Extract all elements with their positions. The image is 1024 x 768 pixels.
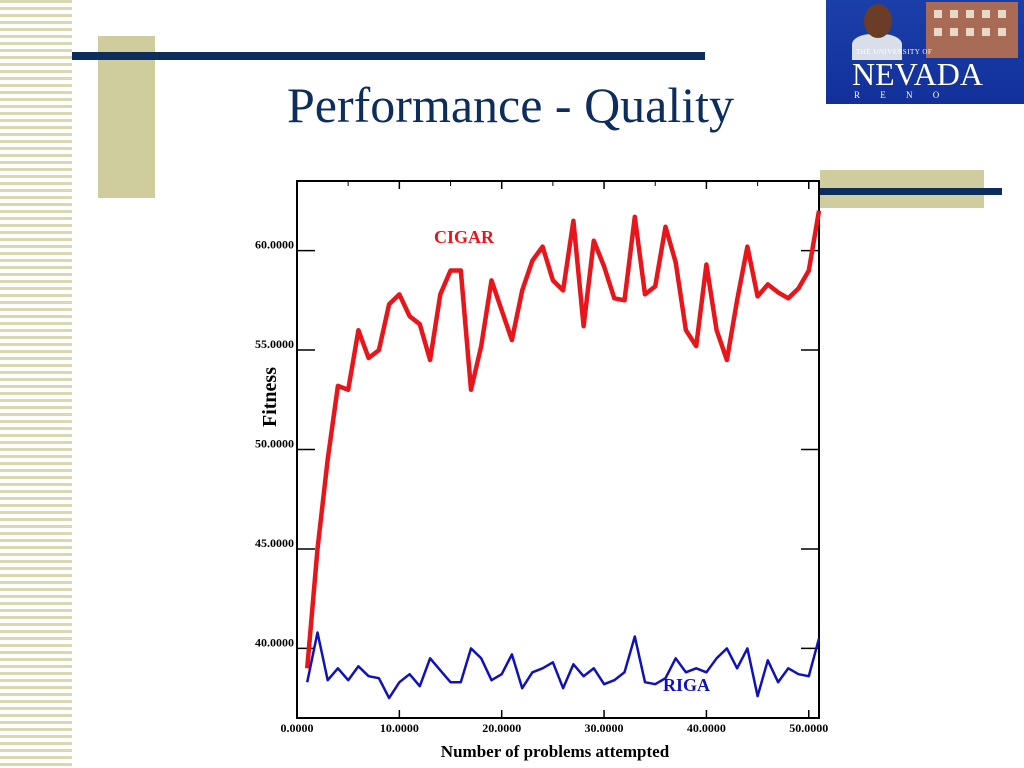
x-tick-label: 10.0000 <box>380 721 419 735</box>
slide-title: Performance - Quality <box>287 77 735 133</box>
x-tick-label: 30.0000 <box>585 721 624 735</box>
y-tick-label: 50.0000 <box>255 437 294 451</box>
building-image <box>926 2 1018 58</box>
cigar-line <box>304 210 822 669</box>
x-tick-label: 40.0000 <box>687 721 726 735</box>
logo-nevada: NEVADA <box>852 56 983 92</box>
y-tick-label: 45.0000 <box>255 536 294 550</box>
logo-reno: R E N O <box>854 90 949 100</box>
y-tick-label: 55.0000 <box>255 337 294 351</box>
left-stripe-decoration <box>0 0 72 768</box>
cigar-label: CIGAR <box>434 227 495 247</box>
y-tick-label: 60.0000 <box>255 238 294 252</box>
x-axis-title: Number of problems attempted <box>441 742 670 761</box>
plot-frame <box>296 180 820 719</box>
university-logo: THE UNIVERSITY OF NEVADA R E N O <box>826 0 1024 104</box>
person-image <box>852 34 902 60</box>
riga-label: RIGA <box>663 675 710 695</box>
x-tick-label: 20.0000 <box>482 721 521 735</box>
accent-block-left <box>98 36 155 198</box>
logo-line1: THE UNIVERSITY OF <box>856 48 933 56</box>
right-rule <box>820 188 1002 195</box>
series-lines <box>304 210 822 700</box>
y-axis-title: Fitness <box>259 367 281 427</box>
person-head <box>864 4 892 38</box>
axis-ticks <box>296 181 819 718</box>
x-tick-label: 0.0000 <box>281 721 314 735</box>
title-rule <box>72 52 705 60</box>
axis-labels: 0.0000 10.0000 20.0000 30.0000 40.0000 50.000… <box>255 227 828 761</box>
y-tick-label: 40.0000 <box>255 635 294 649</box>
x-tick-label: 50.0000 <box>789 721 828 735</box>
